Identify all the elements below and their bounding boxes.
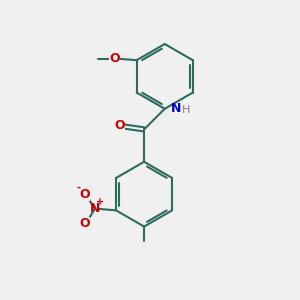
Text: O: O: [114, 119, 125, 132]
Text: O: O: [79, 188, 90, 201]
Text: O: O: [109, 52, 120, 65]
Text: O: O: [79, 217, 90, 230]
Text: +: +: [96, 197, 104, 207]
Text: -: -: [77, 183, 81, 193]
Text: H: H: [182, 105, 190, 115]
Text: N: N: [90, 202, 100, 215]
Text: N: N: [171, 102, 181, 115]
